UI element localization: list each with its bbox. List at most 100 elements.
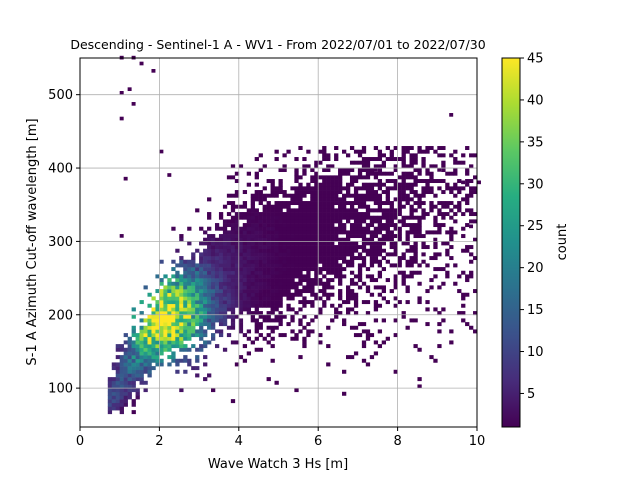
heatmap-cell-2304	[433, 358, 438, 363]
x-tick-label-1: 2	[155, 434, 163, 449]
heatmap-cell-879	[250, 340, 255, 345]
heatmap-cell-2086	[393, 296, 398, 301]
heatmap-cell-628	[218, 281, 224, 286]
heatmap-cell-1897	[365, 311, 371, 316]
heatmap-cell-2225	[413, 190, 418, 195]
heatmap-cell-1239	[286, 230, 291, 235]
heatmap-cell-1342	[298, 230, 303, 235]
heatmap-cell-430	[191, 292, 196, 297]
heatmap-cell-2277	[425, 263, 430, 268]
heatmap-cell-1879	[361, 212, 367, 217]
heatmap-cell-14	[111, 391, 117, 396]
heatmap-cell-1784	[349, 234, 355, 239]
heatmap-cell-1582	[326, 270, 331, 275]
heatmap-cell-1290	[294, 281, 299, 286]
heatmap-cell-2180	[405, 149, 410, 154]
heatmap-cell-1878	[361, 215, 367, 220]
heatmap-cell-292	[171, 325, 176, 330]
x-tick-label-0: 0	[76, 434, 84, 449]
heatmap-cell-1206	[282, 226, 287, 231]
heatmap-cell-636	[218, 252, 224, 257]
heatmap-cell-494	[199, 241, 204, 246]
heatmap-cell-2169	[405, 230, 410, 235]
heatmap-cell-2316	[433, 204, 438, 209]
heatmap-cell-1366	[302, 289, 307, 294]
heatmap-cell-588	[214, 344, 220, 349]
heatmap-cell-1963	[373, 248, 379, 253]
heatmap-cell-2437	[469, 325, 474, 330]
heatmap-cell-346	[179, 314, 184, 319]
heatmap-cell-516	[203, 274, 208, 279]
heatmap-cell-1954	[373, 318, 379, 323]
heatmap-cell-2279	[425, 230, 430, 235]
heatmap-cell-2212	[413, 256, 418, 261]
heatmap-cell-160	[143, 329, 148, 334]
heatmap-cell-1622	[330, 256, 335, 261]
heatmap-cell-1179	[278, 204, 283, 209]
heatmap-cell-1310	[294, 201, 299, 206]
heatmap-cell-627	[218, 285, 224, 290]
heatmap-cell-1583	[326, 267, 331, 272]
heatmap-cell-309	[175, 369, 180, 374]
heatmap-cell-1433	[310, 300, 315, 305]
heatmap-cell-215	[155, 307, 160, 312]
heatmap-cell-1744	[345, 292, 351, 297]
heatmap-cell-1669	[334, 190, 339, 195]
heatmap-cell-1230	[286, 263, 291, 268]
heatmap-cell-1851	[357, 197, 363, 202]
heatmap-cell-150	[143, 366, 148, 371]
heatmap-cell-1939	[369, 230, 375, 235]
heatmap-cell-1241	[286, 223, 291, 228]
heatmap-cell-1460	[310, 190, 315, 195]
heatmap-cell-359	[179, 259, 184, 264]
heatmap-cell-903	[250, 230, 255, 235]
heatmap-cell-2364	[445, 201, 450, 206]
heatmap-cell-432	[191, 285, 196, 290]
heatmap-cell-738	[230, 219, 236, 224]
heatmap-cell-673	[222, 223, 228, 228]
heatmap-cell-998	[262, 300, 267, 305]
heatmap-cell-1782	[349, 245, 355, 250]
heatmap-cell-900	[250, 241, 255, 246]
heatmap-cell-110	[131, 314, 136, 319]
heatmap-cell-1361	[302, 325, 307, 330]
heatmap-cell-1374	[302, 252, 307, 257]
heatmap-cell-2219	[413, 226, 418, 231]
heatmap-cell-1564	[322, 190, 327, 195]
heatmap-cell-67	[123, 358, 128, 363]
heatmap-cell-2175	[405, 186, 410, 191]
heatmap-cell-549	[207, 252, 212, 257]
heatmap-cell-1893	[365, 362, 371, 367]
heatmap-cell-1429	[306, 149, 311, 154]
heatmap-cell-1711	[342, 391, 347, 396]
heatmap-cell-887	[250, 289, 255, 294]
heatmap-cell-764	[234, 248, 240, 253]
heatmap-cell-1377	[302, 241, 307, 246]
heatmap-cell-474	[199, 322, 204, 327]
heatmap-cell-2301	[429, 171, 434, 176]
heatmap-cell-934	[254, 259, 259, 264]
heatmap-cell-1558	[322, 212, 327, 217]
heatmap-cell-1401	[306, 285, 311, 290]
heatmap-cell-176	[147, 329, 152, 334]
heatmap-cell-2251	[417, 179, 422, 184]
heatmap-cell-1489	[314, 204, 319, 209]
heatmap-cell-2201	[409, 175, 414, 180]
heatmap-cell-2228	[413, 175, 418, 180]
heatmap-cell-491	[199, 259, 204, 264]
heatmap-cell-238	[159, 292, 164, 297]
heatmap-cell-547	[207, 259, 212, 264]
heatmap-cell-1103	[270, 193, 275, 198]
heatmap-cell-2444	[469, 212, 474, 217]
heatmap-cell-251	[163, 318, 168, 323]
heatmap-cell-897	[250, 252, 255, 257]
heatmap-cell-787	[238, 303, 244, 308]
heatmap-cell-2099	[393, 215, 398, 220]
outlier-cell-14	[373, 168, 378, 172]
heatmap-cell-2274	[425, 307, 430, 312]
heatmap-cell-2027	[381, 223, 386, 228]
heatmap-cell-75	[127, 388, 132, 393]
heatmap-cell-904	[250, 226, 255, 231]
outlier-cell-15	[397, 182, 402, 187]
heatmap-cell-2063	[389, 252, 394, 257]
